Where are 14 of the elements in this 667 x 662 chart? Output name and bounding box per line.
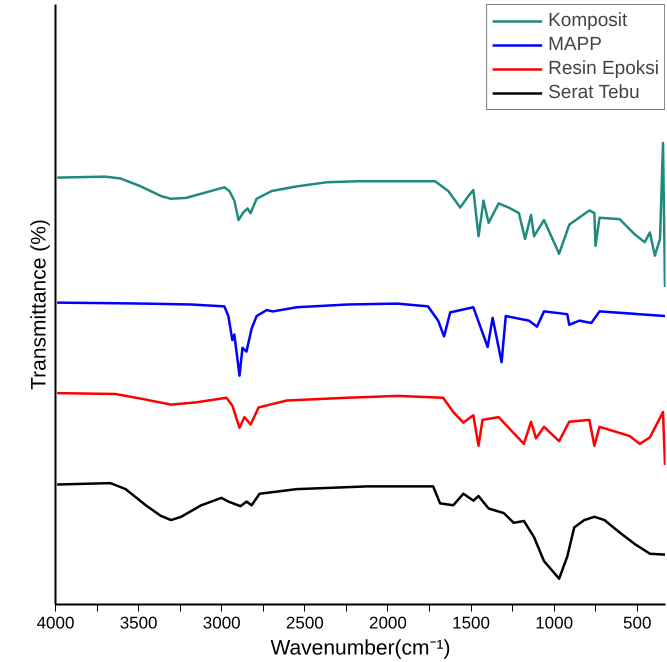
x-tick-label: 2000 [369,614,407,632]
x-tick-label: 3000 [202,614,241,632]
legend-label: MAPP [548,34,602,56]
y-axis-title: Transmittance (%) [28,219,50,390]
x-tick-label: 500 [623,614,652,632]
x-tick-label: 1000 [535,614,574,632]
x-tick-label: 4000 [36,614,74,632]
legend-label: Komposit [548,10,628,32]
x-tick-label: 2500 [286,614,324,632]
x-tick-label: 3500 [120,614,158,632]
x-tick-label: 1500 [452,614,490,632]
legend-label: Resin Epoksi [548,58,659,80]
x-axis-title: Wavenumber(cm⁻¹) [270,636,451,660]
legend-label: Serat Tebu [548,82,640,104]
